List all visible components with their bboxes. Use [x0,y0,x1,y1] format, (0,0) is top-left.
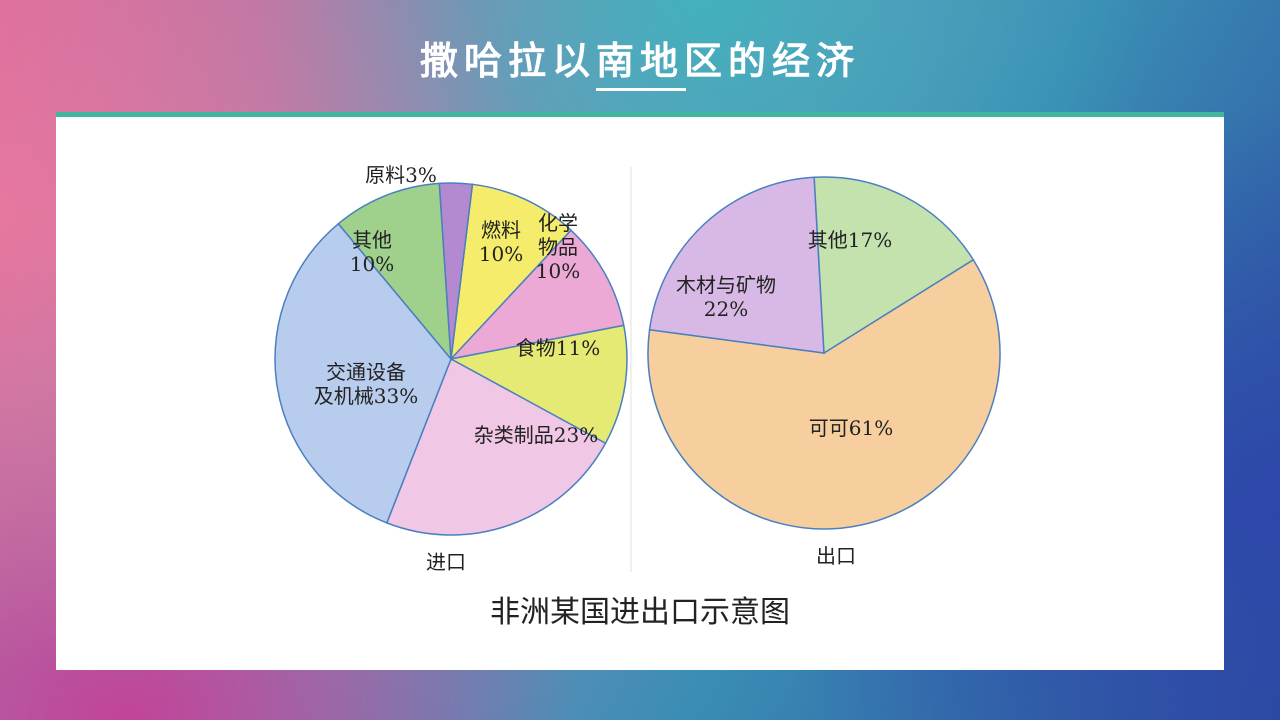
import-slice-2 [448,324,628,445]
export-chart-title: 出口 [816,544,856,568]
export-pie-chart: 可可61% 木材与矿物 22% 其他17% 出口 [647,176,1001,568]
import-slice-4 [274,222,452,524]
import-slice-label-1: 化学物品 10% [536,211,580,283]
export-slice-1 [648,176,825,354]
import-slice-6 [438,182,474,360]
import-slice-label-6: 原料3% [365,163,437,187]
export-slice-label-1: 木材与矿物 22% [676,273,776,321]
export-slice-0 [647,258,1001,530]
import-slice-3 [385,357,607,536]
export-slice-label-0: 可可61% [809,416,893,440]
import-chart-title: 进口 [426,550,466,574]
export-slice-label-2: 其他17% [808,228,892,252]
content-panel: 燃料 10% 化学物品 10% 食物11% 杂类制品23% 交通设备及机械33% 其他 10% 原… [56,112,1224,670]
import-slice-label-3: 杂类制品23% [474,423,598,447]
import-slice-label-4: 交通设备及机械33% [314,360,418,408]
import-slice-label-5: 其他 10% [350,228,394,276]
title-underline [596,88,686,91]
import-pie-chart: 燃料 10% 化学物品 10% 食物11% 杂类制品23% 交通设备及机械33% 其他 10% 原… [274,163,628,574]
import-slice-label-0: 燃料 10% [479,218,523,266]
import-slice-5 [337,182,452,362]
import-slice-1 [448,229,625,361]
import-slice-0 [449,183,573,362]
pie-charts: 燃料 10% 化学物品 10% 食物11% 杂类制品23% 交通设备及机械33% 其他 10% 原… [274,163,1001,574]
import-slice-label-2: 食物11% [516,336,600,360]
export-slice-2 [813,176,975,355]
slide-title: 撒哈拉以南地区的经济 [419,39,860,83]
figure-caption: 非洲某国进出口示意图 [490,595,790,630]
